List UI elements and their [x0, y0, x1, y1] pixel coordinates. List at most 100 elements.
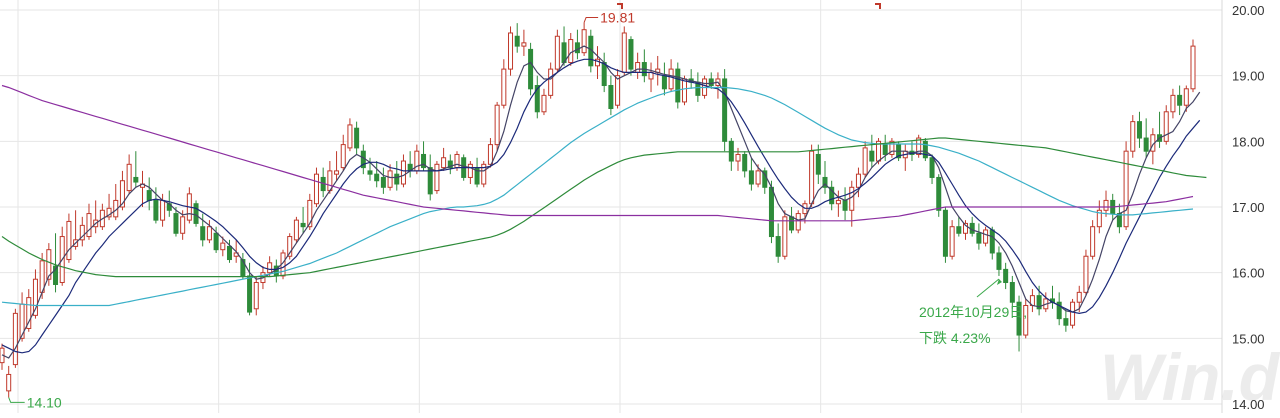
candle-body	[822, 176, 828, 188]
candle-body	[668, 68, 674, 90]
candle-body	[829, 186, 835, 205]
candlestick	[407, 151, 413, 178]
candlestick	[206, 220, 212, 244]
candlestick	[106, 193, 112, 221]
candle-body	[775, 236, 781, 257]
candlestick	[762, 167, 768, 194]
candlestick	[467, 161, 473, 185]
moving-average-line	[1, 86, 1194, 307]
candle-body	[467, 163, 473, 178]
candlestick	[722, 69, 728, 152]
candle-body	[367, 170, 373, 175]
candle-body	[1136, 121, 1142, 139]
candle-body	[949, 226, 955, 257]
candle-body	[387, 170, 393, 188]
candle-body	[916, 137, 922, 155]
candle-body	[334, 170, 340, 175]
candlestick	[367, 157, 373, 181]
candle-body	[421, 153, 427, 169]
candlestick	[822, 161, 828, 194]
candle-body	[213, 232, 219, 251]
candlestick	[574, 29, 580, 60]
candle-body	[815, 153, 821, 175]
candle-body	[1076, 291, 1082, 303]
candle-body	[882, 144, 888, 155]
candle-body	[347, 124, 353, 149]
candlestick	[1023, 298, 1029, 339]
candlestick	[140, 170, 146, 207]
candlestick	[226, 239, 233, 263]
candlestick	[748, 157, 754, 191]
watermark-layer: Win.d	[1100, 340, 1280, 414]
note-text-line: 2012年10月29日,	[919, 304, 1027, 320]
candlestick	[916, 134, 922, 158]
candle-body	[1036, 295, 1042, 310]
candlestick	[66, 213, 72, 263]
candle-body	[441, 157, 447, 169]
candle-body	[220, 242, 226, 251]
candlestick	[434, 161, 440, 194]
candle-body	[173, 213, 179, 234]
candle-body	[855, 173, 861, 188]
candlestick	[594, 46, 601, 79]
candle-body	[119, 180, 125, 208]
candle-body	[514, 35, 520, 47]
annotation-layer: 19.81 14.10 2012年10月29日, 下跌 4.23%	[8, 3, 1027, 410]
candlestick	[1043, 292, 1049, 313]
candlestick	[93, 200, 99, 234]
top-period-marker	[875, 3, 881, 9]
candle-body	[374, 173, 380, 182]
candle-body	[487, 144, 493, 165]
candle-body	[635, 62, 641, 73]
candlestick	[976, 223, 982, 250]
candlestick	[1083, 249, 1089, 296]
candlestick	[1009, 275, 1015, 309]
candle-body	[307, 199, 313, 228]
candle-body	[146, 190, 152, 201]
candle-body	[521, 42, 527, 47]
candle-body	[293, 219, 299, 241]
candlestick	[481, 161, 487, 188]
candle-body	[501, 68, 507, 106]
candle-body	[1009, 282, 1015, 303]
candlestick	[253, 275, 259, 316]
candlestick	[200, 213, 206, 247]
candlestick	[267, 256, 273, 276]
candle-body	[1003, 268, 1009, 284]
candle-body	[574, 42, 580, 54]
candlestick	[173, 207, 179, 237]
candle-body	[608, 85, 614, 110]
note-pointer-arrow	[996, 278, 1002, 285]
candlestick	[648, 62, 654, 93]
candlestick	[32, 269, 38, 319]
candlestick	[12, 308, 18, 368]
candle-body	[46, 249, 52, 280]
candle-body	[1170, 94, 1176, 113]
candlestick	[1157, 111, 1163, 148]
candle-body	[956, 226, 962, 234]
candle-body	[548, 68, 554, 96]
candlestick	[287, 233, 293, 260]
candle-body	[681, 78, 687, 103]
candle-body	[929, 157, 935, 178]
candle-body	[508, 32, 514, 70]
candlestick	[427, 154, 433, 201]
candle-body	[1016, 301, 1022, 336]
candle-body	[728, 140, 734, 162]
candlestick	[956, 216, 962, 237]
candle-body	[180, 216, 186, 234]
candlestick	[1163, 105, 1169, 145]
candle-body	[240, 259, 246, 277]
candlestick	[6, 365, 12, 398]
candle-body	[862, 147, 868, 175]
candle-body	[936, 176, 942, 211]
candle-body	[193, 203, 199, 224]
candle-body	[267, 262, 273, 274]
candlestick	[474, 157, 480, 188]
candle-body	[32, 278, 38, 316]
candle-body	[922, 140, 928, 159]
candle-body	[768, 186, 774, 238]
candle-body	[742, 153, 748, 172]
candle-body	[1090, 226, 1096, 257]
candle-body	[789, 216, 795, 231]
